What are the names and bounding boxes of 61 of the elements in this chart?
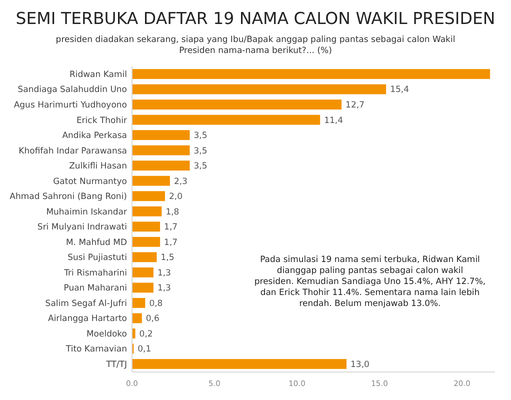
y-tick-label: M. Mahfud MD bbox=[66, 238, 128, 248]
bar bbox=[132, 100, 342, 110]
data-label: 2,3 bbox=[174, 176, 188, 187]
data-label: 15,4 bbox=[390, 85, 410, 96]
bar bbox=[132, 206, 162, 216]
data-label: 0,1 bbox=[138, 344, 152, 355]
data-label: 13,0 bbox=[350, 360, 370, 370]
bar bbox=[132, 359, 346, 369]
y-tick-label: Gatot Nurmantyo bbox=[53, 176, 127, 187]
y-tick-label: Airlangga Hartarto bbox=[48, 314, 127, 324]
y-tick-label: Tito Karnavian bbox=[64, 344, 127, 355]
data-label: 1,8 bbox=[166, 207, 180, 218]
bar bbox=[132, 222, 160, 232]
annotation: Pada simulasi 19 nama semi terbuka, Ridwan Kamil dianggap paling pantas sebagai calon wakil presiden. Kemudian Sandiaga Uno 15.4%, AHY 12.7%, dan Erick Thohir 11.4%. Sementara nama lain lebih rendah. Belum menjawab 13.0%. bbox=[254, 255, 486, 309]
bar bbox=[132, 267, 154, 278]
y-tick-label: Zulkifli Hasan bbox=[69, 162, 127, 172]
y-tick-label: Khofifah Indar Parawansa bbox=[18, 146, 127, 156]
data-label: 11,4 bbox=[324, 116, 344, 126]
y-tick-label: Tri Rismaharini bbox=[63, 268, 127, 278]
data-label: 1,5 bbox=[160, 253, 174, 264]
y-tick-label: Puan Maharani bbox=[64, 284, 127, 294]
data-label: 3,5 bbox=[194, 131, 208, 142]
data-label: 0,6 bbox=[146, 314, 160, 324]
bar bbox=[132, 328, 136, 338]
data-label: 1,3 bbox=[157, 268, 171, 278]
bar bbox=[132, 313, 142, 324]
bar bbox=[132, 145, 190, 156]
data-label: 0,2 bbox=[139, 329, 153, 340]
data-label: 3,5 bbox=[194, 162, 208, 172]
bar bbox=[132, 252, 157, 262]
data-label: 1,7 bbox=[164, 222, 178, 233]
data-label: 2,0 bbox=[169, 192, 183, 202]
bar bbox=[132, 191, 165, 202]
y-tick-label: Andika Perkasa bbox=[62, 131, 127, 142]
chart-title: SEMI TERBUKA DAFTAR 19 NAMA CALON WAKIL PRESIDEN bbox=[16, 9, 496, 28]
data-label: 1,3 bbox=[157, 284, 171, 294]
bar bbox=[132, 236, 160, 247]
y-tick-label: Ridwan Kamil bbox=[69, 70, 127, 80]
y-tick-label: Susi Pujiastuti bbox=[68, 253, 127, 264]
bar bbox=[132, 114, 320, 125]
bar bbox=[132, 130, 190, 140]
bar bbox=[132, 176, 170, 186]
bar bbox=[132, 69, 490, 79]
y-tick-label: Ahmad Sahroni (Bang Roni) bbox=[10, 192, 127, 202]
y-tick-label: Moeldoko bbox=[86, 329, 127, 340]
data-label: 1,7 bbox=[164, 238, 178, 248]
y-tick-label: Muhaimin Iskandar bbox=[46, 207, 128, 218]
y-tick-label: Agus Harimurti Yudhoyono bbox=[14, 100, 127, 111]
bar bbox=[132, 282, 154, 293]
y-tick-label: Sandiaga Salahuddin Uno bbox=[18, 85, 127, 96]
y-tick-label: TT/TJ bbox=[105, 360, 127, 370]
y-tick-label: Erick Thohir bbox=[76, 116, 128, 126]
y-tick-label: Salim Segaf Al-Jufri bbox=[45, 298, 127, 309]
data-label: 12,7 bbox=[346, 100, 364, 111]
y-tick-label: Sri Mulyani Indrawati bbox=[37, 222, 127, 233]
bar bbox=[132, 298, 146, 308]
chart-subtitle: presiden diadakan sekarang, siapa yang Ibu/Bapak anggap paling pantas sebagai calon Wakil Presiden nama-nama berikut?... (%) bbox=[56, 35, 456, 56]
data-label: 0,8 bbox=[149, 298, 163, 309]
data-label: 3,5 bbox=[194, 146, 208, 156]
bar bbox=[132, 84, 386, 94]
bar bbox=[132, 160, 190, 171]
